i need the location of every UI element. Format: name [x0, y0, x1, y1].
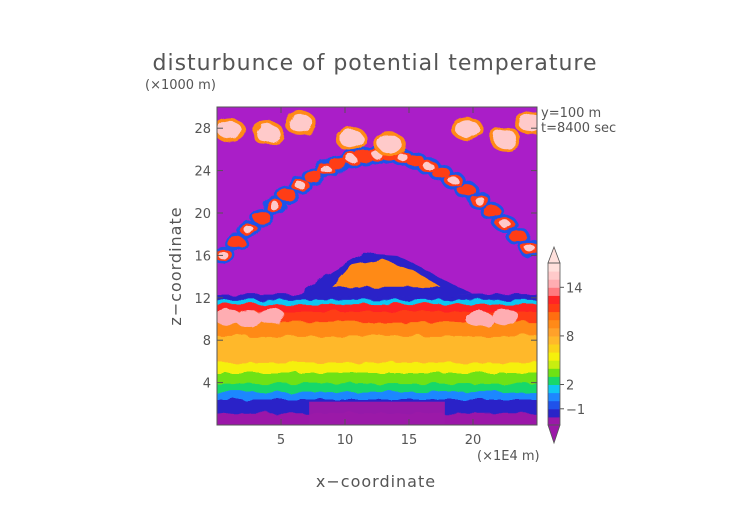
- warm-pocket-3: [465, 311, 494, 327]
- arc-core-21: [483, 205, 502, 218]
- colorbar-segment-4: [548, 384, 560, 394]
- arc-peak-24: [525, 244, 536, 253]
- y-tick-label-0: 4: [203, 377, 211, 392]
- top-core-6: [518, 113, 537, 132]
- arc-peak-0: [218, 251, 229, 260]
- top-core-7: [217, 121, 242, 140]
- band-6: [217, 334, 537, 363]
- colorbar-segment-2: [548, 400, 560, 410]
- plot-axes: 5 10 15 20 4 8 12 16 20 24 28: [194, 106, 538, 448]
- colorbar-segment-17: [548, 279, 560, 288]
- top-core-0: [256, 124, 281, 143]
- colorbar-bottom-arrow: [547, 424, 561, 445]
- top-core-4: [454, 119, 479, 138]
- top-core-3: [377, 135, 402, 154]
- colorbar: 14 8 2 −1: [547, 245, 585, 445]
- colorbar-tick-label-2: 2: [566, 379, 574, 394]
- band-8: [217, 310, 537, 323]
- top-core-5: [493, 129, 517, 148]
- colorbar-segment-16: [548, 287, 560, 296]
- top-core-2: [339, 129, 364, 148]
- colorbar-segment-14: [548, 303, 560, 313]
- colorbar-tick-label-3: −1: [566, 403, 585, 418]
- colorbar-segment-18: [548, 271, 560, 280]
- arc-core-3: [252, 211, 271, 224]
- colorbar-segment-15: [548, 295, 560, 304]
- arc-peak-8: [320, 165, 331, 174]
- x-tick-label-3: 20: [465, 433, 482, 448]
- plot-frame: [216, 106, 538, 426]
- colorbar-frame: [547, 262, 561, 426]
- colorbar-top-arrow: [547, 245, 561, 264]
- arc-peak-14: [397, 153, 408, 162]
- y-tick-label-4: 20: [194, 207, 211, 222]
- colorbar-segment-3: [548, 392, 560, 402]
- colorbar-segment-8: [548, 352, 560, 361]
- colorbar-segment-6: [548, 368, 560, 377]
- band-3: [217, 382, 537, 393]
- x-tick-label-2: 15: [401, 433, 418, 448]
- x-tick-label-0: 5: [277, 433, 285, 448]
- band-9: [217, 303, 537, 312]
- troposphere-bands: [217, 294, 537, 425]
- colorbar-tick-label-1: 8: [566, 330, 574, 345]
- dome-core: [332, 259, 441, 288]
- heatmap-field: [217, 107, 537, 425]
- band-2: [217, 391, 537, 400]
- arc-peak-10: [346, 154, 357, 163]
- stratospheric-dome: [293, 253, 473, 298]
- arc-peak-20: [474, 196, 485, 205]
- y-unit-label: (×1000 m): [145, 78, 216, 93]
- arc-core-5: [278, 189, 297, 202]
- band-7: [217, 321, 537, 336]
- colorbar-segment-10: [548, 335, 560, 345]
- annotation-y: y=100 m: [541, 106, 601, 121]
- warm-pocket-1: [235, 311, 263, 327]
- arc-peak-22: [500, 219, 510, 228]
- y-tick-label-6: 28: [194, 122, 211, 137]
- y-tick-label-1: 8: [203, 334, 211, 349]
- colorbar-segment-13: [548, 311, 560, 321]
- colorbar-segment-9: [548, 344, 560, 353]
- arc-peak-4: [269, 201, 280, 210]
- arc-peak-6: [295, 181, 306, 190]
- arc-core-17: [432, 166, 450, 179]
- warm-pocket-4: [491, 308, 519, 325]
- band-4: [217, 372, 537, 384]
- y-tick-label-2: 12: [194, 292, 211, 307]
- colorbar-segment-11: [548, 327, 560, 337]
- y-tick-label-3: 16: [194, 249, 211, 264]
- arc-core-23: [508, 230, 527, 243]
- colorbar-segment-12: [548, 319, 560, 329]
- colorbar-segment-19: [548, 263, 560, 272]
- arc-peak-2: [244, 225, 254, 234]
- annotation-t: t=8400 sec: [541, 121, 616, 136]
- chart-title: disturbunce of potential temperature: [153, 51, 598, 76]
- colorbar-tick-label-0: 14: [566, 281, 583, 296]
- arc-core-7: [304, 170, 322, 183]
- x-axis-label: x−coordinate: [316, 472, 436, 491]
- x-tick-label-1: 10: [337, 433, 354, 448]
- y-tick-label-5: 24: [194, 165, 211, 180]
- colorbar-segment-7: [548, 360, 560, 369]
- warm-pocket-2: [256, 307, 285, 324]
- warm-pocket-0: [217, 308, 242, 325]
- colorbar-segment-0: [548, 416, 560, 426]
- y-axis-label: z−coordinate: [166, 206, 185, 325]
- band-10: [217, 298, 537, 305]
- colorbar-segment-5: [548, 376, 560, 385]
- arc-peak-18: [448, 176, 459, 185]
- surface-cold-pool: [309, 401, 445, 425]
- top-core-1: [288, 113, 313, 132]
- colorbar-segment-1: [548, 408, 560, 418]
- arc-core-19: [457, 184, 476, 197]
- x-unit-label: (×1E4 m): [477, 449, 540, 464]
- upper-arc-waves: [217, 110, 537, 265]
- arc-core-1: [227, 236, 246, 249]
- arc-peak-16: [423, 162, 434, 171]
- band-5: [217, 361, 537, 373]
- band-11: [217, 294, 537, 300]
